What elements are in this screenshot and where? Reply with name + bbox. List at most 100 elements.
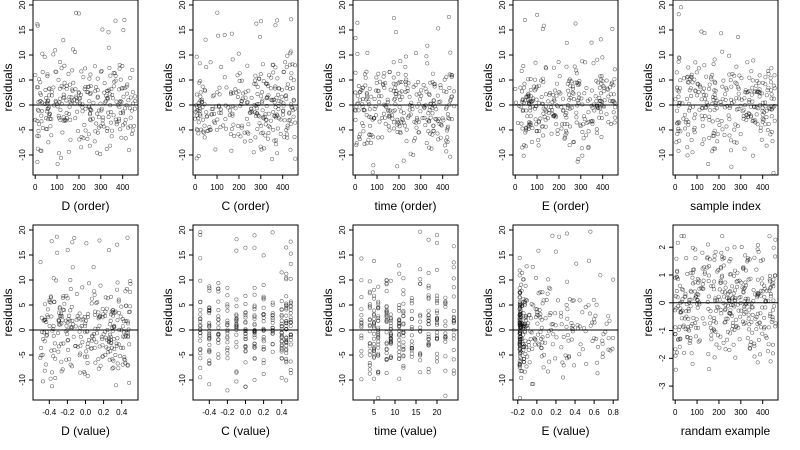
data-point xyxy=(35,146,40,151)
data-point xyxy=(451,315,456,320)
data-point xyxy=(279,270,284,275)
data-point xyxy=(55,250,60,255)
data-point xyxy=(68,117,73,122)
data-point xyxy=(700,250,705,255)
data-point xyxy=(225,351,230,356)
data-point xyxy=(216,337,221,342)
data-point xyxy=(533,104,538,109)
data-point xyxy=(194,92,199,97)
data-point xyxy=(687,108,692,113)
data-point xyxy=(102,81,107,86)
data-point xyxy=(85,136,90,141)
data-point xyxy=(225,293,230,298)
data-point xyxy=(752,90,757,95)
data-point xyxy=(113,73,118,78)
data-point xyxy=(731,99,736,104)
data-point xyxy=(590,118,595,123)
data-point xyxy=(518,337,523,342)
data-point xyxy=(684,96,689,101)
data-point xyxy=(734,64,739,69)
x-tick-label: 5 xyxy=(372,408,377,417)
data-point xyxy=(78,370,83,375)
x-tick-label: 0 xyxy=(33,183,38,192)
data-point xyxy=(89,346,94,351)
data-point xyxy=(279,87,284,92)
data-point xyxy=(418,109,423,114)
data-point xyxy=(114,383,119,388)
data-point xyxy=(397,349,402,354)
data-point xyxy=(538,290,543,295)
data-point xyxy=(539,325,544,330)
data-point xyxy=(523,338,528,343)
data-point xyxy=(87,76,92,81)
data-point xyxy=(207,286,212,291)
data-point xyxy=(38,355,43,360)
data-point xyxy=(198,256,203,261)
data-point xyxy=(426,91,431,96)
data-point xyxy=(215,90,220,95)
data-point xyxy=(359,325,364,330)
data-point xyxy=(260,108,265,113)
x-tick-label: 15 xyxy=(412,408,421,417)
data-point xyxy=(692,130,697,135)
data-point xyxy=(730,284,735,289)
data-point xyxy=(281,103,286,108)
data-point xyxy=(595,344,600,349)
data-point xyxy=(708,315,713,320)
data-point xyxy=(601,84,606,89)
data-point xyxy=(547,359,552,364)
y-tick-label: 5 xyxy=(18,77,27,82)
data-point xyxy=(756,106,761,111)
data-point xyxy=(677,120,682,125)
data-point xyxy=(764,288,769,293)
data-point xyxy=(216,33,221,38)
data-point xyxy=(560,375,565,380)
data-point xyxy=(45,307,50,312)
data-point xyxy=(694,70,699,75)
data-point xyxy=(354,141,359,146)
data-point xyxy=(122,17,127,22)
data-point xyxy=(252,313,257,318)
data-point xyxy=(704,105,709,110)
data-point xyxy=(768,291,773,296)
data-point xyxy=(597,85,602,90)
data-point xyxy=(243,334,248,339)
data-point xyxy=(373,113,378,118)
data-point xyxy=(83,106,88,111)
data-point xyxy=(713,320,718,325)
data-point xyxy=(284,346,289,351)
data-point xyxy=(683,126,688,131)
data-point xyxy=(42,54,47,59)
data-point xyxy=(447,116,452,121)
data-point xyxy=(207,324,212,329)
data-point xyxy=(114,99,119,104)
data-point xyxy=(82,371,87,376)
data-point xyxy=(93,309,98,314)
data-point xyxy=(441,89,446,94)
data-point xyxy=(243,310,248,315)
data-point xyxy=(758,258,763,263)
data-point xyxy=(261,339,266,344)
data-point xyxy=(117,87,122,92)
plot-frame xyxy=(512,0,619,176)
data-point xyxy=(367,371,372,376)
data-point xyxy=(521,342,526,347)
data-point xyxy=(198,334,203,339)
data-point xyxy=(692,77,697,82)
data-point xyxy=(584,86,589,91)
data-point xyxy=(368,141,373,146)
data-point xyxy=(426,315,431,320)
data-point xyxy=(83,128,88,133)
data-point xyxy=(720,234,725,239)
data-point xyxy=(391,109,396,114)
data-point xyxy=(113,352,118,357)
data-point xyxy=(403,82,408,87)
data-point xyxy=(101,115,106,120)
data-point xyxy=(47,112,52,117)
data-point xyxy=(47,86,52,91)
data-point xyxy=(725,246,730,251)
data-point xyxy=(376,351,381,356)
data-point xyxy=(194,54,199,59)
data-point xyxy=(613,105,618,110)
data-point xyxy=(80,109,85,114)
